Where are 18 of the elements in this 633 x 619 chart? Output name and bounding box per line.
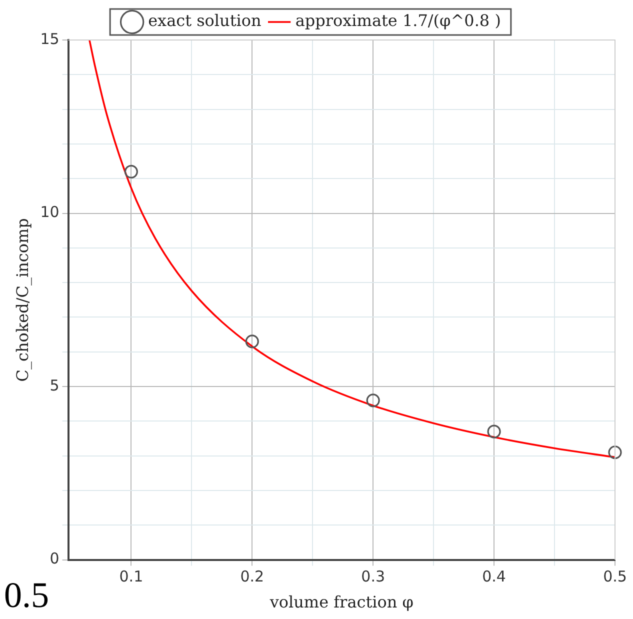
y-tick-label: 5 — [50, 376, 60, 394]
y-tick-label: 10 — [40, 203, 60, 222]
x-tick-label: 0.1 — [119, 568, 144, 586]
y-tick-label: 0 — [50, 550, 60, 568]
point — [487, 424, 501, 438]
point — [366, 394, 380, 408]
legend-label: exact solution — [148, 11, 262, 30]
y-axis-title: C_choked/C_incomp — [12, 218, 32, 382]
point — [124, 164, 138, 178]
x-axis-title: volume fraction φ — [268, 592, 414, 612]
x-tick-label: 0.4 — [482, 568, 506, 586]
legend-label: approximate 1.7/(φ^0.8 ) — [295, 11, 501, 30]
x-tick-label: 0.3 — [361, 568, 386, 586]
x-tick-label: 0.2 — [240, 568, 264, 586]
x-tick-label: 0.5 — [603, 568, 627, 586]
point — [245, 334, 259, 348]
y-tick-label: 15 — [40, 30, 60, 48]
point — [608, 446, 622, 460]
